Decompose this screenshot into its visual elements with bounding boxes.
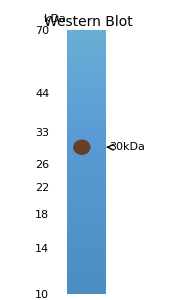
Text: 30kDa: 30kDa bbox=[109, 142, 145, 152]
Ellipse shape bbox=[74, 140, 90, 154]
Text: kDa: kDa bbox=[44, 14, 66, 24]
Title: Western Blot: Western Blot bbox=[44, 15, 133, 29]
